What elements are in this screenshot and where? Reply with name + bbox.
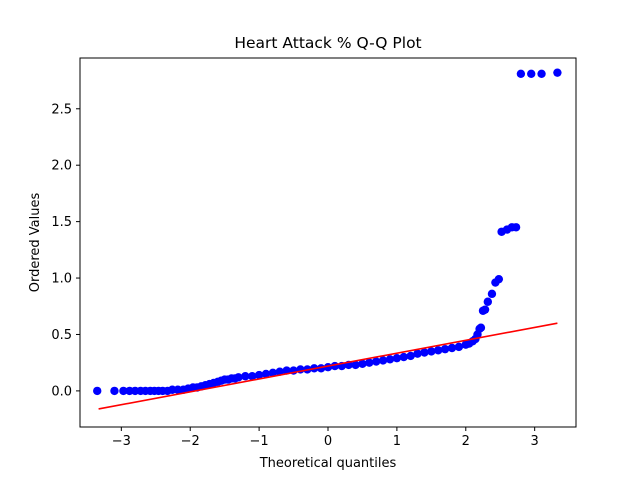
data-point	[275, 367, 284, 376]
data-point	[358, 359, 367, 369]
data-point	[440, 344, 450, 354]
y-tick-label: 2.5	[51, 102, 72, 117]
chart-marks	[93, 68, 562, 410]
chart-title: Heart Attack % Q-Q Plot	[234, 34, 421, 52]
plot-area	[80, 58, 576, 427]
data-point	[480, 305, 490, 314]
data-point	[372, 357, 381, 366]
data-point	[434, 346, 443, 355]
data-point	[494, 274, 504, 284]
data-point	[516, 69, 526, 78]
data-point	[447, 343, 457, 353]
data-point	[392, 353, 402, 363]
y-tick-label: 0.5	[51, 328, 72, 343]
data-point	[365, 358, 374, 367]
y-tick-label: 1.0	[51, 272, 72, 287]
data-point	[420, 348, 429, 357]
data-point	[454, 342, 464, 352]
data-point	[261, 369, 271, 379]
data-point	[483, 297, 493, 306]
data-point	[248, 372, 257, 381]
data-point	[537, 69, 546, 78]
y-axis-ticks: 0.0 0.5 1.0 1.5 2.0 2.5	[51, 102, 80, 399]
data-point	[385, 355, 395, 364]
data-point	[511, 223, 521, 232]
data-point	[406, 351, 415, 361]
data-point	[254, 370, 264, 380]
y-axis-label: Ordered Values	[28, 193, 43, 293]
data-point	[93, 386, 102, 396]
x-tick-label: 2	[462, 434, 470, 449]
data-point	[413, 349, 422, 358]
data-point	[110, 386, 119, 396]
y-tick-label: 2.0	[51, 159, 72, 174]
data-point	[119, 386, 128, 396]
data-point	[487, 289, 497, 299]
data-point	[399, 352, 408, 362]
x-tick-label: −2	[181, 434, 200, 449]
data-point	[476, 323, 486, 332]
data-point	[427, 347, 436, 356]
data-point	[241, 372, 250, 381]
data-point	[553, 68, 562, 77]
data-point	[234, 373, 243, 382]
data-point	[527, 69, 536, 78]
y-tick-label: 0.0	[51, 384, 72, 399]
x-tick-label: 1	[393, 434, 401, 449]
x-tick-label: −3	[112, 434, 131, 449]
data-point	[268, 368, 278, 378]
data-point	[351, 360, 360, 370]
x-tick-label: −1	[250, 434, 269, 449]
x-axis-ticks: −3 −2 −1 0 1 2 3	[112, 427, 539, 449]
x-tick-label: 0	[324, 434, 332, 449]
x-tick-label: 3	[531, 434, 539, 449]
reference-line	[98, 322, 558, 410]
y-tick-label: 1.5	[51, 215, 72, 230]
data-point	[378, 356, 388, 365]
x-axis-label: Theoretical quantiles	[259, 456, 397, 471]
